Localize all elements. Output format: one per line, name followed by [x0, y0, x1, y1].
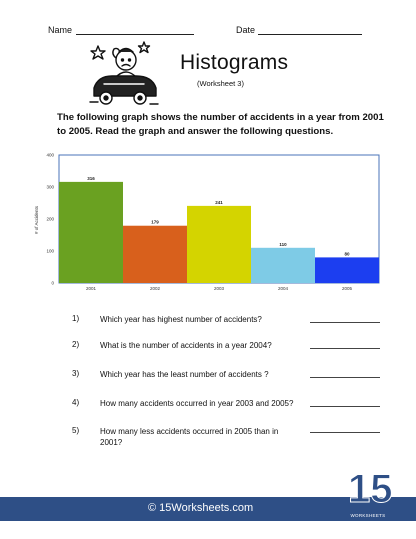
question-text: How many accidents occurred in year 2003…	[100, 399, 294, 408]
site-logo: 15 WORKSHEETS	[348, 467, 394, 533]
answer-line[interactable]	[310, 376, 380, 378]
bar-2002	[123, 225, 187, 283]
x-tick-label: 2001	[86, 286, 97, 291]
worksheet-subtitle: (Worksheet 3)	[197, 79, 244, 88]
question-text: Which year has the least number of accid…	[100, 370, 269, 379]
logo-word: WORKSHEETS	[350, 513, 386, 518]
answer-line[interactable]	[310, 347, 380, 349]
answer-line[interactable]	[310, 405, 380, 407]
footer-copyright-link[interactable]: © 15Worksheets.com	[148, 502, 254, 514]
bar-2005	[315, 257, 379, 283]
footer-bar	[0, 497, 416, 521]
question-number: 3)	[72, 369, 80, 378]
x-tick-label: 2005	[342, 286, 353, 291]
date-field[interactable]	[258, 24, 362, 35]
bar-2003	[187, 205, 251, 283]
y-tick-label: 0	[51, 281, 54, 286]
accidents-bar-chart: 0 100 200 300 400 316 179 241 110 80 2001 2002 200…	[34, 153, 380, 291]
answer-line[interactable]	[310, 321, 380, 323]
question-text: How many less accidents occurred in 2005…	[100, 427, 279, 447]
x-tick-label: 2002	[150, 286, 161, 291]
bar-2001	[59, 181, 123, 283]
instructions: The following graph shows the number of …	[57, 112, 384, 137]
y-tick-label: 100	[46, 249, 54, 254]
question-number: 5)	[72, 426, 80, 435]
question-number: 4)	[72, 398, 80, 407]
date-label: Date	[236, 25, 256, 35]
logo-number: 15	[348, 467, 394, 512]
answer-line[interactable]	[310, 431, 380, 433]
x-tick-label: 2004	[278, 286, 289, 291]
y-axis-label: # of Accidents	[34, 205, 39, 234]
y-tick-label: 400	[46, 153, 54, 158]
bar-2004	[251, 247, 315, 283]
worksheet-title: Histograms	[180, 51, 289, 74]
bar-value-label: 241	[215, 200, 223, 205]
bar-value-label: 80	[344, 251, 350, 256]
y-tick-label: 300	[46, 185, 54, 190]
name-field[interactable]	[76, 24, 194, 35]
y-tick-label: 200	[46, 217, 54, 222]
accident-illustration	[89, 41, 159, 105]
question-number: 1)	[72, 314, 80, 323]
question-text: What is the number of accidents in a yea…	[100, 341, 272, 350]
bar-value-label: 179	[151, 220, 159, 225]
question-number: 2)	[72, 340, 80, 349]
bar-value-label: 110	[279, 242, 287, 247]
x-tick-label: 2003	[214, 286, 225, 291]
name-label: Name	[48, 25, 73, 35]
question-text: Which year has highest number of acciden…	[100, 315, 262, 324]
bar-value-label: 316	[87, 176, 95, 181]
